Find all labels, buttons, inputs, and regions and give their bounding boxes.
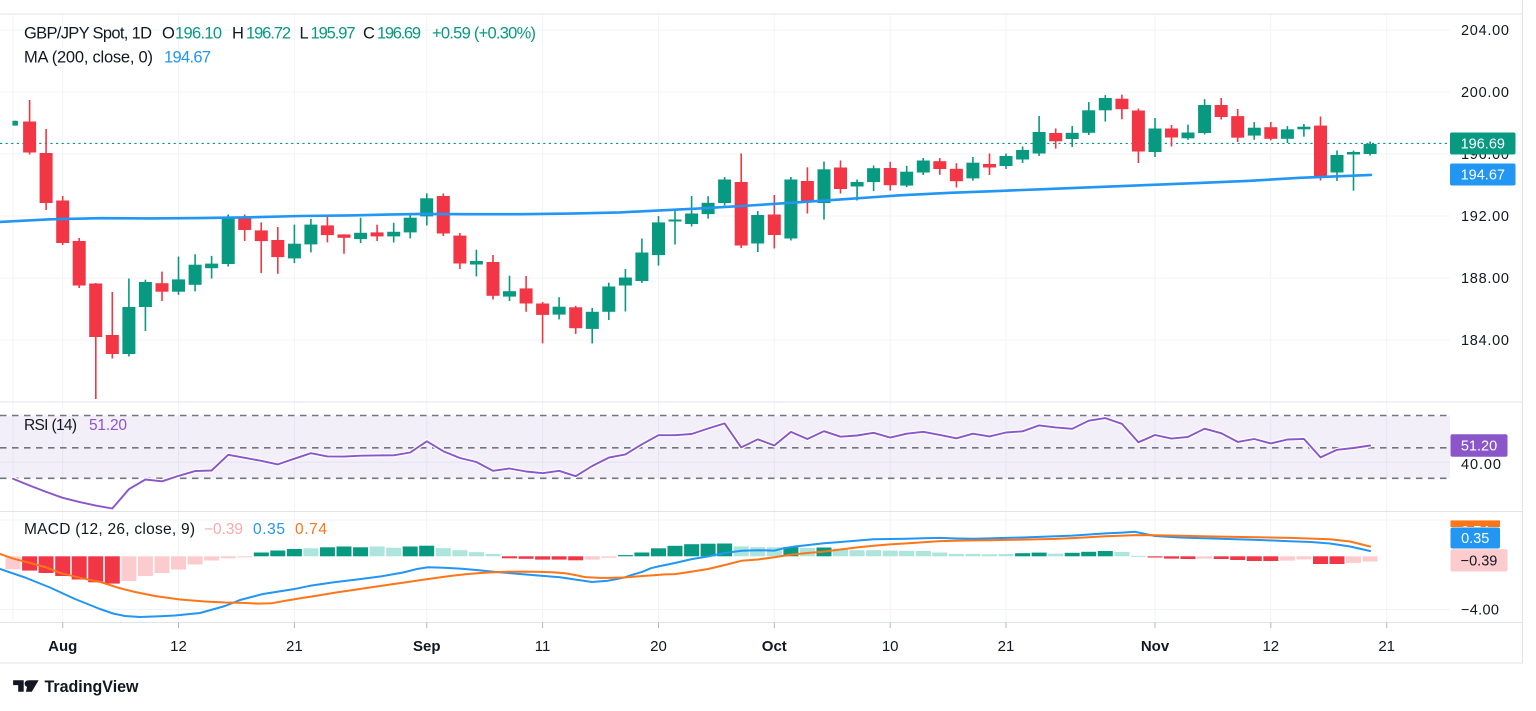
svg-text:MACD (12, 26, close, 9): MACD (12, 26, close, 9): [24, 521, 195, 538]
svg-text:Nov: Nov: [1141, 638, 1170, 655]
svg-text:20: 20: [650, 638, 667, 655]
svg-text:Sep: Sep: [413, 638, 441, 655]
svg-text:10: 10: [882, 638, 899, 655]
svg-text:−0.39: −0.39: [1461, 553, 1498, 569]
svg-text:Aug: Aug: [48, 638, 77, 655]
svg-text:RSI (14): RSI (14): [24, 417, 77, 434]
svg-text:C: C: [363, 25, 375, 43]
svg-text:184.00: 184.00: [1461, 333, 1509, 349]
svg-text:200.00: 200.00: [1461, 85, 1509, 101]
svg-text:194.67: 194.67: [1461, 168, 1505, 184]
svg-text:21: 21: [1378, 638, 1395, 655]
svg-text:196.69: 196.69: [1461, 137, 1505, 153]
svg-text:196.72: 196.72: [246, 25, 291, 43]
svg-text:Oct: Oct: [762, 638, 787, 655]
svg-text:−0.39: −0.39: [204, 521, 243, 538]
svg-text:196.69: 196.69: [377, 25, 421, 43]
svg-text:188.00: 188.00: [1461, 271, 1509, 287]
svg-text:+0.59 (+0.30%): +0.59 (+0.30%): [432, 25, 536, 43]
svg-text:0.74: 0.74: [1461, 524, 1489, 540]
svg-text:GBP/JPY Spot, 1D: GBP/JPY Spot, 1D: [24, 25, 152, 43]
svg-text:L: L: [300, 25, 309, 43]
svg-text:204.00: 204.00: [1461, 23, 1509, 39]
svg-text:TradingView: TradingView: [45, 678, 139, 696]
svg-text:21: 21: [286, 638, 303, 655]
svg-text:−4.00: −4.00: [1461, 603, 1499, 619]
svg-text:195.97: 195.97: [311, 25, 356, 43]
svg-text:196.10: 196.10: [175, 25, 222, 43]
svg-text:12: 12: [170, 638, 187, 655]
svg-text:0.35: 0.35: [253, 521, 285, 538]
svg-text:192.00: 192.00: [1461, 209, 1509, 225]
svg-text:11: 11: [535, 638, 551, 655]
svg-text:0.74: 0.74: [295, 521, 327, 538]
svg-text:O: O: [162, 25, 175, 43]
svg-text:12: 12: [1262, 638, 1279, 655]
svg-text:21: 21: [998, 638, 1015, 655]
svg-text:0.35: 0.35: [1461, 531, 1489, 547]
svg-text:MA (200, close, 0): MA (200, close, 0): [24, 49, 153, 67]
svg-text:51.20: 51.20: [89, 417, 127, 434]
svg-text:51.20: 51.20: [1461, 439, 1497, 455]
svg-text:40.00: 40.00: [1461, 457, 1501, 473]
svg-text:H: H: [232, 25, 244, 43]
svg-text:194.67: 194.67: [164, 49, 211, 67]
